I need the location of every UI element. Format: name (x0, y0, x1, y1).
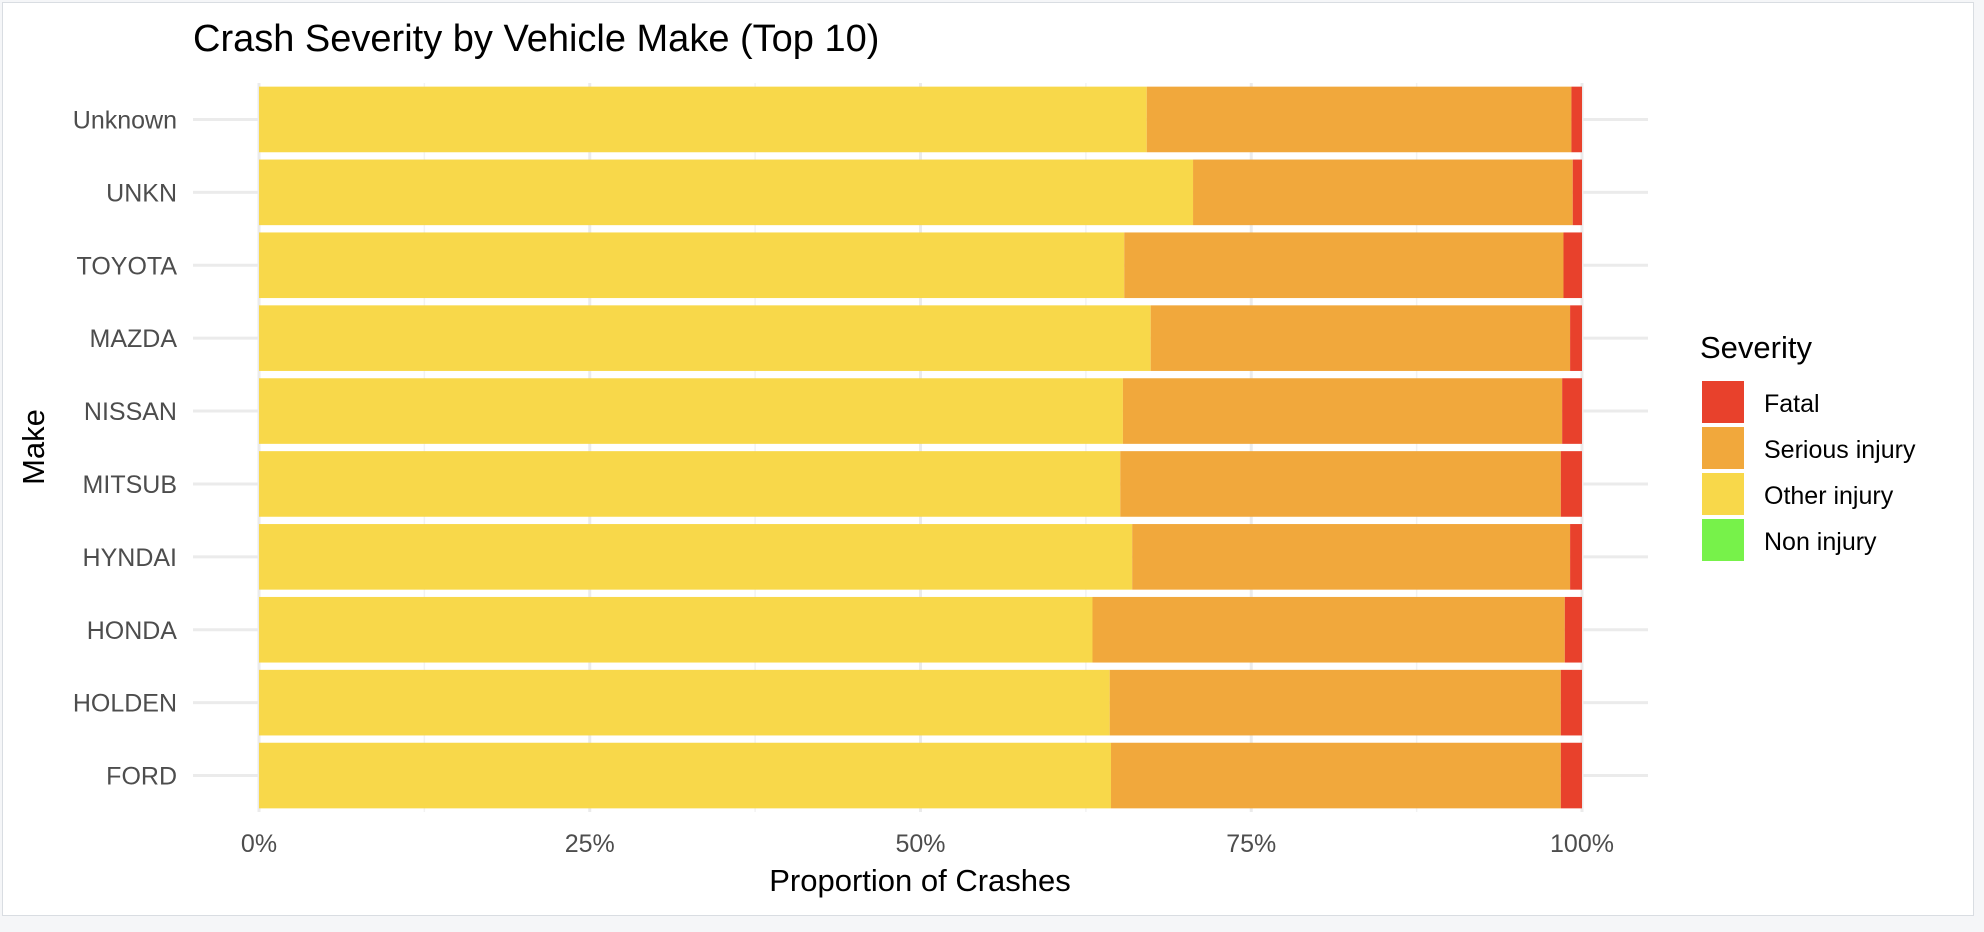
legend: Severity Fatal Serious injury Other injury… (1700, 330, 1916, 561)
y-axis-title: Make (16, 409, 51, 485)
legend-swatch-other-injury (1702, 473, 1744, 515)
legend-label-fatal: Fatal (1764, 390, 1820, 418)
bar-mazda-fatal (1570, 305, 1582, 371)
bar-mitsub-other-injury (259, 451, 1121, 517)
legend-swatch-serious-injury (1702, 427, 1744, 469)
y-tick-label: NISSAN (84, 398, 177, 426)
bar-ford-other-injury (259, 742, 1112, 809)
bar-unknown-fatal (1571, 86, 1582, 153)
bar-holden-other-injury (259, 669, 1110, 736)
x-axis-ticks: 0% 25% 50% 75% 100% (241, 830, 1614, 858)
legend-label-other-injury: Other injury (1764, 482, 1894, 510)
legend-title: Severity (1700, 330, 1812, 365)
x-tick-label: 100% (1550, 830, 1614, 858)
bar-toyota-fatal (1563, 232, 1582, 299)
bar-ford-fatal (1560, 742, 1582, 809)
bar-unkn-other-injury (259, 159, 1194, 226)
bar-holden-serious-injury (1109, 669, 1561, 736)
bar-honda-other-injury (259, 596, 1093, 663)
bar-toyota-other-injury (259, 232, 1125, 299)
bar-ford-serious-injury (1111, 742, 1561, 809)
y-tick-label: UNKN (106, 179, 177, 207)
y-tick-label: HYNDAI (83, 544, 177, 572)
legend-swatch-non-injury (1702, 519, 1744, 561)
x-tick-label: 50% (895, 830, 945, 858)
bar-honda-fatal (1564, 596, 1582, 663)
legend-label-non-injury: Non injury (1764, 528, 1877, 556)
bar-unknown-other-injury (259, 86, 1147, 153)
bar-hyndai-serious-injury (1132, 524, 1571, 590)
bar-unkn-serious-injury (1193, 159, 1573, 226)
bar-nissan-other-injury (259, 378, 1123, 444)
bar-mazda-serious-injury (1150, 305, 1571, 371)
bar-nissan-serious-injury (1122, 378, 1563, 444)
chart-title: Crash Severity by Vehicle Make (Top 10) (193, 18, 879, 60)
legend-label-serious-injury: Serious injury (1764, 436, 1916, 464)
bar-mitsub-serious-injury (1120, 451, 1561, 517)
x-axis-title: Proportion of Crashes (769, 863, 1071, 898)
y-tick-label: TOYOTA (77, 252, 178, 280)
bar-unkn-fatal (1572, 159, 1582, 226)
bar-mitsub-fatal (1560, 451, 1582, 517)
bar-hyndai-other-injury (259, 524, 1133, 590)
bars (259, 86, 1582, 809)
x-tick-label: 75% (1226, 830, 1276, 858)
bar-honda-serious-injury (1092, 596, 1565, 663)
legend-swatch-fatal (1702, 381, 1744, 423)
y-tick-label: MITSUB (83, 471, 177, 499)
bar-holden-fatal (1560, 669, 1582, 736)
y-tick-label: HOLDEN (73, 690, 177, 718)
y-axis-ticks: Unknown UNKN TOYOTA MAZDA NISSAN MITSUB HYNDAI… (73, 106, 178, 790)
y-tick-label: MAZDA (90, 325, 178, 353)
bar-hyndai-fatal (1570, 524, 1582, 590)
bar-unknown-serious-injury (1146, 86, 1572, 153)
bar-toyota-serious-injury (1124, 232, 1564, 299)
x-tick-label: 0% (241, 830, 277, 858)
y-tick-label: FORD (106, 763, 177, 791)
bar-nissan-fatal (1562, 378, 1582, 444)
y-tick-label: HONDA (87, 617, 178, 645)
bar-mazda-other-injury (259, 305, 1151, 371)
x-tick-label: 25% (565, 830, 615, 858)
y-tick-label: Unknown (73, 106, 177, 134)
